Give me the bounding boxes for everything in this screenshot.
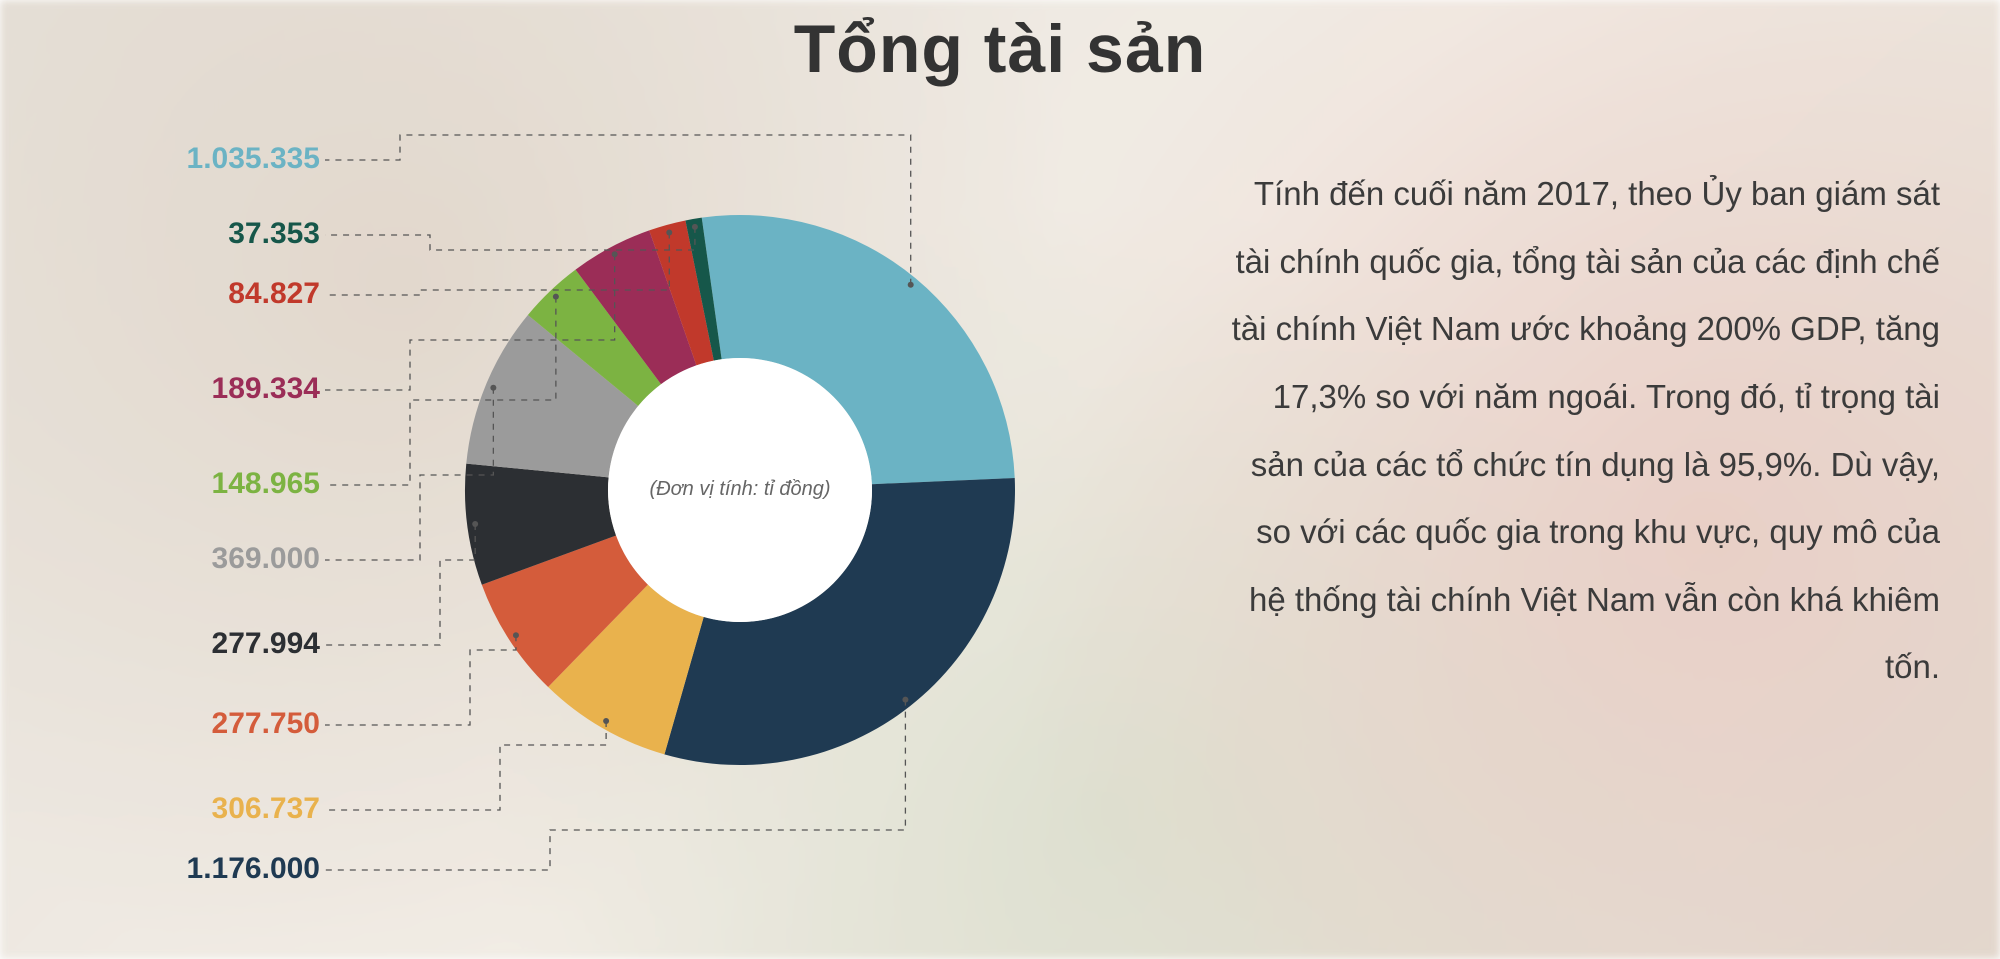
leader-dot <box>666 230 672 236</box>
leader-dot <box>603 718 609 724</box>
leader-dot <box>513 632 519 638</box>
leader-dot <box>692 224 698 230</box>
leader-dot <box>553 294 559 300</box>
slice-label: 189.334 <box>140 372 320 406</box>
leader-dot <box>902 697 908 703</box>
slice-label: 277.994 <box>140 627 320 661</box>
leader-dot <box>908 282 914 288</box>
slice-label: 84.827 <box>140 277 320 311</box>
slice-label: 306.737 <box>140 792 320 826</box>
leader-line <box>325 721 606 810</box>
slice-label: 277.750 <box>140 707 320 741</box>
leader-line <box>325 524 475 645</box>
leader-dot <box>490 385 496 391</box>
donut-chart: 1.035.335 1.176.000 306.737 277.750 277.994 3… <box>120 120 1150 920</box>
slice-label: 37.353 <box>140 217 320 251</box>
chart-title: Tổng tài sản <box>0 10 2000 88</box>
slice-label: 148.965 <box>140 467 320 501</box>
slice-label: 1.176.000 <box>140 852 320 886</box>
chart-center-label: (Đơn vị tính: tỉ đồng) <box>618 478 862 501</box>
leader-line <box>325 635 516 725</box>
chart-description: Tính đến cuối năm 2017, theo Ủy ban giám… <box>1220 160 1940 701</box>
slice-label: 1.035.335 <box>140 142 320 176</box>
slice-label: 369.000 <box>140 542 320 576</box>
leader-dot <box>612 251 618 257</box>
leader-dot <box>472 521 478 527</box>
